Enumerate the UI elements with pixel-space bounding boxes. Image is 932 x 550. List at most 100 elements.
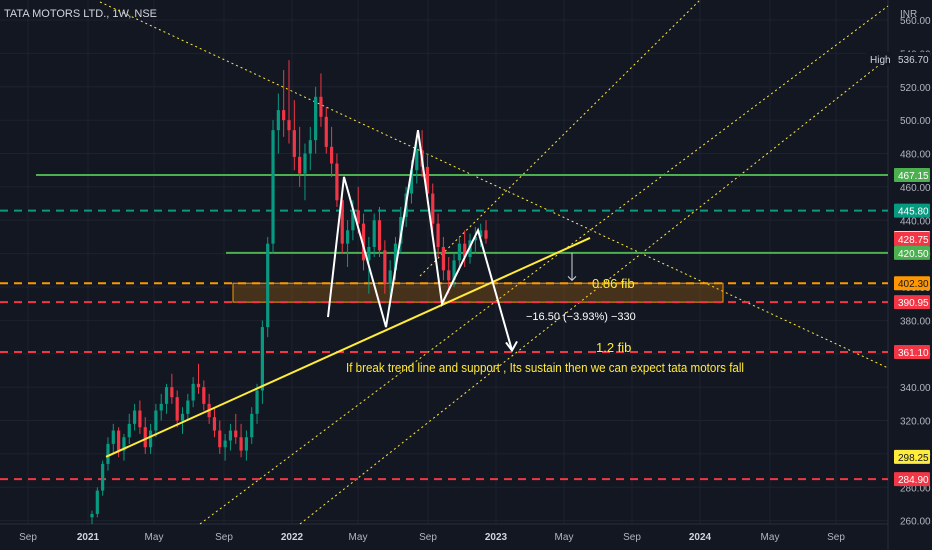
y-tick-label: 280.00 (900, 483, 931, 494)
price-label-value: 402.30 (898, 279, 929, 290)
candle-body (132, 410, 137, 424)
candle-body (266, 243, 270, 328)
candle-body (244, 437, 249, 451)
candle-body (447, 270, 451, 281)
candle-body (393, 243, 398, 271)
candle-body (425, 166, 430, 194)
candle-body (367, 246, 371, 261)
candle-body (409, 170, 414, 194)
annotation-measure: −16.50 (−3.93%) −330 (526, 311, 636, 323)
price-label-value: 361.10 (898, 348, 929, 359)
channel-line (419, 0, 701, 277)
candle-body (377, 220, 382, 251)
candle-body (186, 400, 190, 414)
price-label-box (894, 167, 930, 182)
x-tick-label: 2022 (281, 532, 304, 543)
y-tick-label: 260.00 (900, 517, 931, 528)
x-tick-label: Sep (623, 532, 641, 543)
candle-body (361, 223, 366, 261)
candle-body (122, 437, 126, 451)
candle-body (351, 210, 355, 231)
candle-body (282, 110, 286, 121)
candle-body (271, 130, 275, 244)
x-tick-label: 2024 (689, 532, 712, 543)
price-label-value: 420.50 (898, 249, 929, 260)
candle-body (345, 230, 350, 244)
price-label-box (894, 51, 930, 66)
price-label-value: 428.75 (898, 235, 929, 246)
candle-body (335, 163, 339, 201)
candle-body (441, 246, 446, 271)
y-tick-label: 560.00 (900, 16, 931, 27)
measure-arrow-head (567, 276, 577, 282)
price-label-box (894, 232, 930, 247)
candle-body (484, 230, 488, 239)
x-tick-label: Sep (215, 532, 233, 543)
candle-body (298, 156, 302, 174)
price-label-tag-box (866, 51, 892, 66)
candle-body (95, 490, 99, 514)
candle-body (239, 437, 243, 451)
candle-body (191, 383, 195, 401)
candle-body (463, 243, 467, 257)
candle-body (308, 140, 312, 154)
candle-body (255, 390, 259, 414)
x-tick-label: May (761, 532, 780, 543)
candle-body (101, 463, 105, 491)
candle-body (143, 427, 147, 448)
x-tick-label: Sep (419, 532, 437, 543)
candle-body (228, 430, 233, 441)
candle-body (196, 383, 201, 388)
channel-line (199, 5, 889, 525)
candle-body (415, 150, 419, 171)
candle-body (175, 397, 179, 421)
candle-body (202, 387, 206, 404)
candle-body (117, 430, 121, 451)
candle-body (223, 440, 227, 448)
candle-body (212, 417, 217, 431)
candle-body (436, 223, 440, 247)
candle-body (329, 146, 334, 164)
candle-body (106, 443, 110, 464)
y-tick-label: 480.00 (900, 150, 931, 161)
price-label-value: 445.80 (898, 207, 929, 218)
price-label-box (894, 203, 930, 218)
price-label-value: 298.25 (898, 453, 929, 464)
candle-body (164, 387, 169, 404)
y-tick-label: 520.00 (900, 83, 931, 94)
x-tick-label: May (555, 532, 574, 543)
price-label-box (894, 472, 930, 487)
candle-body (314, 96, 318, 141)
candle-body (292, 130, 296, 157)
candle-body (180, 413, 185, 421)
candle-body (388, 270, 392, 284)
candle-body (260, 327, 264, 391)
price-label-box (894, 449, 930, 464)
y-tick-label: 380.00 (900, 316, 931, 327)
price-label-value: 284.90 (898, 475, 929, 486)
trend-line (105, 237, 591, 458)
candle-body (250, 413, 254, 438)
candle-body (159, 403, 163, 411)
arrow-head (505, 340, 518, 353)
price-label-box (894, 295, 930, 310)
x-tick-label: 2021 (77, 532, 100, 543)
currency-label: INR (900, 9, 917, 20)
x-tick-label: 2023 (485, 532, 508, 543)
candle-body (356, 210, 360, 224)
x-tick-label: Sep (827, 532, 845, 543)
candle-body (340, 200, 344, 244)
candle-body (170, 387, 174, 398)
candle-body (452, 260, 456, 281)
candle-body (372, 220, 376, 247)
price-label-tag: High (870, 55, 891, 66)
y-tick-label: 460.00 (900, 183, 931, 194)
candle-body (303, 153, 307, 174)
y-tick-label: 340.00 (900, 383, 931, 394)
price-label-box (894, 344, 930, 359)
candle-body (457, 243, 461, 261)
candle-body (234, 430, 238, 438)
y-tick-label: 440.00 (900, 216, 931, 227)
